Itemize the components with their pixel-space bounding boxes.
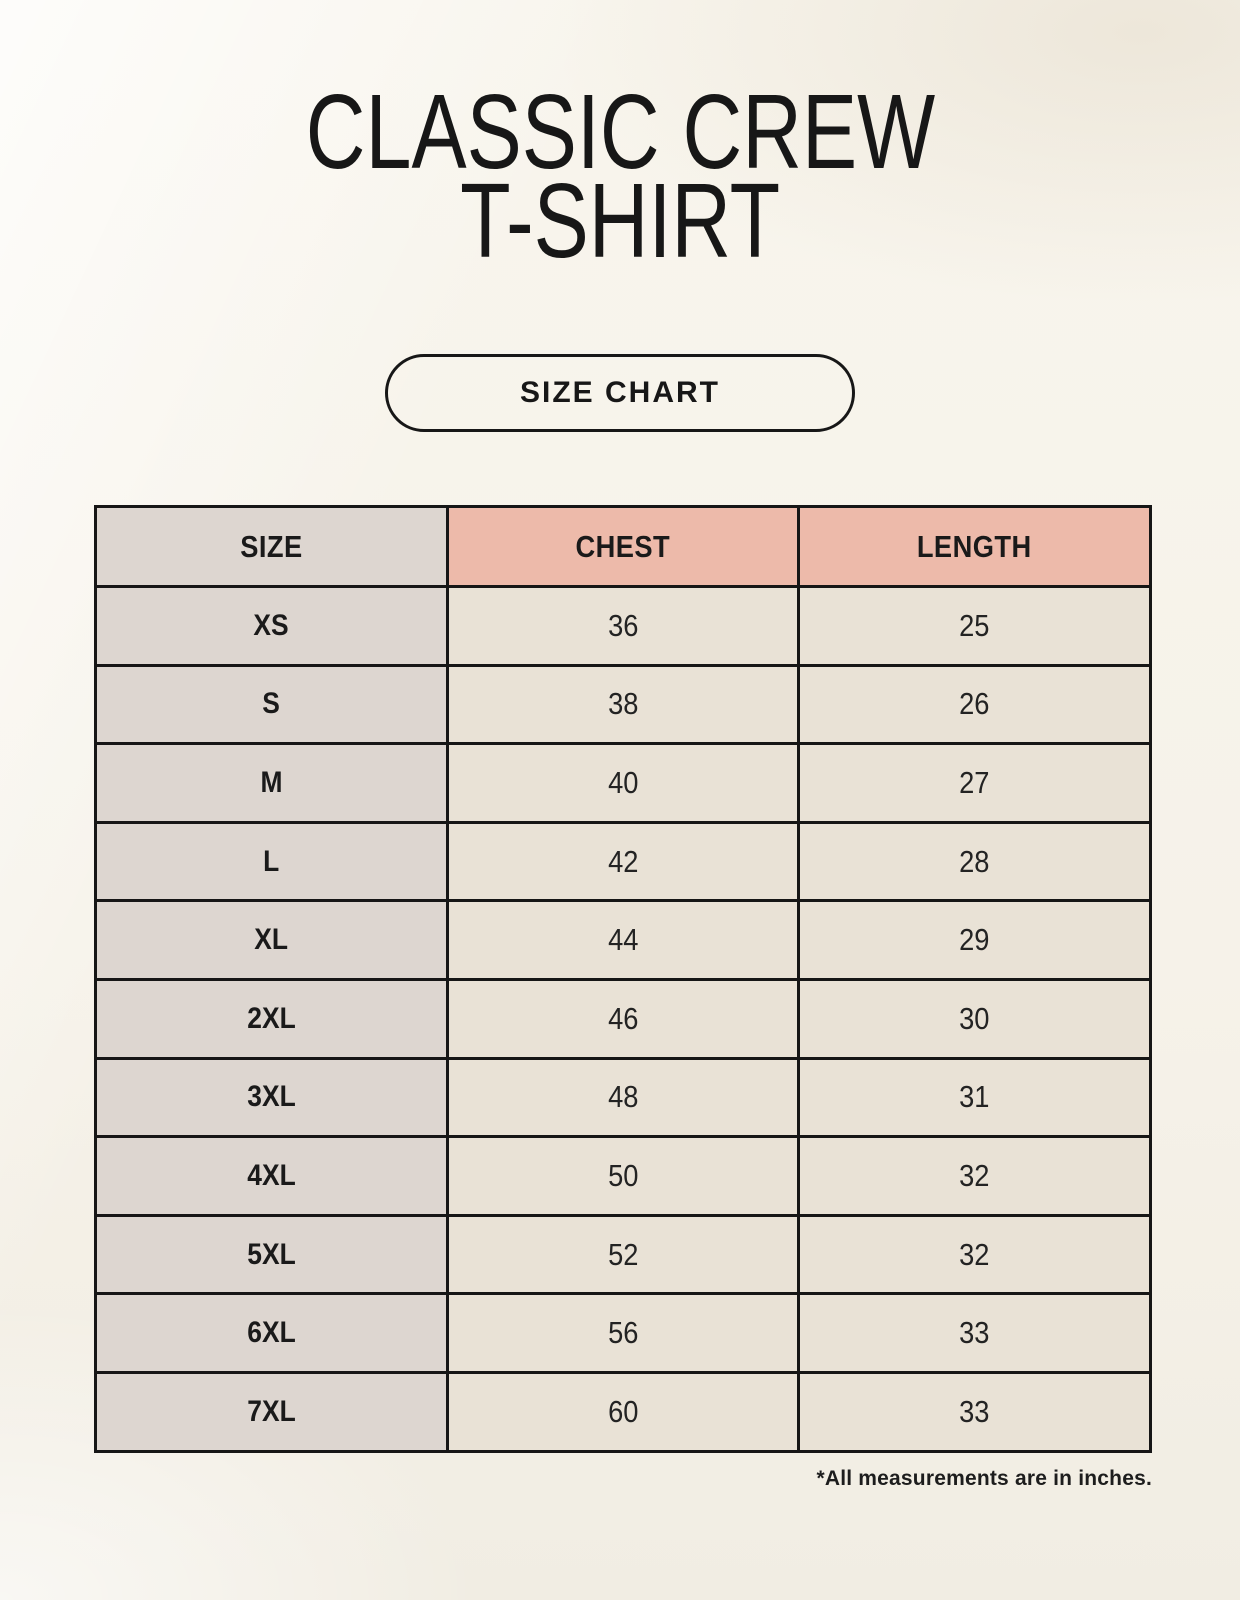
length-value: 31: [959, 1079, 990, 1115]
table-row: 3XL 48 31: [94, 1056, 1152, 1139]
table-row: XL 44 29: [94, 899, 1152, 981]
chest-value: 42: [607, 843, 639, 879]
table-row: S 38 26: [94, 663, 1152, 746]
table-row: XS 36 25: [94, 585, 1152, 667]
size-chart-button[interactable]: SIZE CHART: [385, 354, 855, 433]
size-value: 6XL: [247, 1316, 296, 1350]
size-value: L: [263, 844, 280, 878]
header-row: SIZE CHEST LENGTH: [94, 505, 1152, 588]
size-cell: 4XL: [94, 1135, 449, 1217]
length-cell: 25: [797, 585, 1152, 667]
chest-cell: 44: [445, 899, 801, 981]
chest-cell: 60: [445, 1370, 801, 1453]
chest-value: 60: [607, 1393, 639, 1429]
size-cell: 5XL: [94, 1213, 449, 1296]
size-table-body: XS 36 25 S 38 26 M 40 27 L 42 28 XL 44 2…: [94, 585, 1152, 1453]
measurements-footnote: *All measurements are in inches.: [816, 1466, 1152, 1490]
length-cell: 33: [797, 1292, 1152, 1374]
length-value: 30: [959, 1000, 990, 1036]
table-row: 2XL 46 30: [94, 977, 1152, 1060]
size-cell: L: [94, 820, 449, 903]
header-cell-size: SIZE: [94, 505, 449, 588]
chest-cell: 48: [445, 1056, 801, 1139]
size-cell: 6XL: [94, 1292, 449, 1374]
size-value: 5XL: [247, 1237, 296, 1271]
table-row: 7XL 60 33: [94, 1370, 1152, 1453]
chest-cell: 42: [445, 820, 801, 903]
size-cell: S: [94, 663, 449, 746]
size-cell: 3XL: [94, 1056, 449, 1139]
chest-value: 50: [607, 1157, 639, 1193]
size-table-area: SIZE CHEST LENGTH XS 36 25 S 38 26 M 40 …: [94, 505, 1152, 1491]
table-row: 5XL 52 32: [94, 1213, 1152, 1296]
chest-value: 44: [607, 922, 639, 958]
length-cell: 31: [797, 1056, 1152, 1139]
size-cell: XL: [94, 899, 449, 981]
chest-value: 56: [607, 1315, 639, 1351]
table-row: L 42 28: [94, 820, 1152, 903]
size-value: M: [260, 765, 283, 799]
header-cell-length: LENGTH: [797, 505, 1152, 588]
page-title-line1: CLASSIC CREW: [305, 73, 935, 191]
size-value: 7XL: [247, 1394, 296, 1428]
length-cell: 27: [797, 742, 1152, 824]
chest-value: 40: [607, 764, 639, 800]
table-row: 6XL 56 33: [94, 1292, 1152, 1374]
page-title-line2: T-SHIRT: [459, 162, 781, 281]
size-value: 3XL: [247, 1080, 296, 1114]
length-cell: 26: [797, 663, 1152, 746]
size-value: 2XL: [247, 1001, 296, 1035]
length-cell: 30: [797, 977, 1152, 1060]
length-value: 25: [959, 607, 990, 643]
length-value: 27: [959, 764, 990, 800]
length-cell: 33: [797, 1370, 1152, 1453]
chest-cell: 36: [445, 585, 801, 667]
chest-value: 48: [607, 1079, 639, 1115]
length-cell: 32: [797, 1135, 1152, 1217]
length-value: 26: [959, 686, 990, 722]
size-cell: 2XL: [94, 977, 449, 1060]
length-value: 33: [959, 1393, 990, 1429]
chest-cell: 40: [445, 742, 801, 824]
chest-cell: 50: [445, 1135, 801, 1217]
chest-value: 38: [607, 686, 639, 722]
size-value: 4XL: [247, 1158, 296, 1192]
chest-cell: 52: [445, 1213, 801, 1296]
length-value: 32: [959, 1236, 990, 1272]
header-label-chest: CHEST: [575, 528, 671, 564]
length-value: 32: [959, 1157, 990, 1193]
chest-cell: 38: [445, 663, 801, 746]
size-cell: XS: [94, 585, 449, 667]
size-value: XS: [253, 608, 289, 642]
length-value: 29: [959, 922, 990, 958]
size-table-head: SIZE CHEST LENGTH: [94, 505, 1152, 588]
length-value: 28: [959, 843, 990, 879]
table-row: M 40 27: [94, 742, 1152, 824]
chest-value: 36: [607, 607, 639, 643]
table-row: 4XL 50 32: [94, 1135, 1152, 1217]
size-cell: M: [94, 742, 449, 824]
size-table: SIZE CHEST LENGTH XS 36 25 S 38 26 M 40 …: [94, 505, 1152, 1453]
chest-cell: 56: [445, 1292, 801, 1374]
length-cell: 28: [797, 820, 1152, 903]
header-label-length: LENGTH: [917, 528, 1033, 564]
length-cell: 32: [797, 1213, 1152, 1296]
chest-value: 52: [607, 1236, 639, 1272]
size-value: S: [262, 687, 281, 721]
header-cell-chest: CHEST: [445, 505, 801, 588]
header-label-size: SIZE: [240, 528, 303, 564]
size-chart-badge-wrap: SIZE CHART: [0, 354, 1240, 433]
chest-value: 46: [607, 1000, 639, 1036]
page-title: CLASSIC CREW T-SHIRT: [0, 0, 1240, 281]
size-cell: 7XL: [94, 1370, 449, 1453]
length-cell: 29: [797, 899, 1152, 981]
size-value: XL: [254, 923, 289, 957]
length-value: 33: [959, 1315, 990, 1351]
chest-cell: 46: [445, 977, 801, 1060]
